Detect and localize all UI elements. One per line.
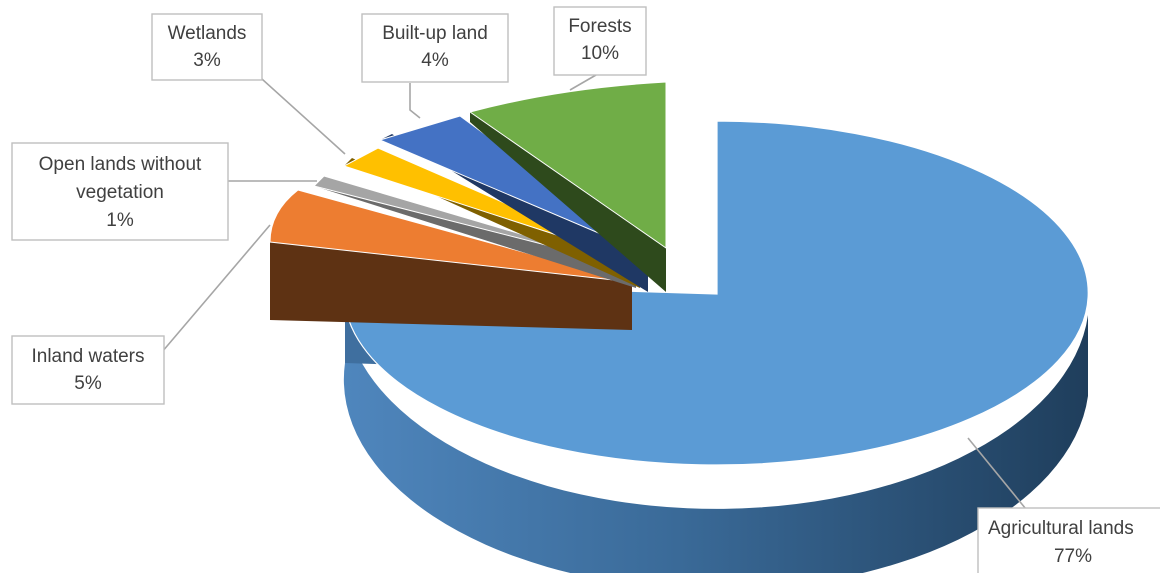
- data-label-forests-value: 10%: [581, 43, 619, 64]
- slice-forests-side: [470, 112, 666, 292]
- data-label-open-lands-line1: Open lands without: [39, 154, 202, 175]
- leader-line-built-up-land: [409, 83, 421, 119]
- data-label-built-up-land-name: Built-up land: [382, 23, 488, 44]
- leader-line-inland-waters: [161, 224, 271, 353]
- data-label-forests: Forests 10%: [553, 6, 647, 76]
- data-label-agricultural-lands-value: 77%: [1054, 546, 1092, 567]
- leader-line-forests: [569, 74, 597, 91]
- slice-forests: [468, 81, 667, 292]
- data-label-inland-waters-name: Inland waters: [31, 346, 144, 367]
- slice-inland-waters-top: [269, 189, 633, 283]
- data-label-open-lands-line2: vegetation: [76, 182, 164, 203]
- slice-inland-waters-side: [270, 242, 632, 330]
- data-label-agricultural-lands-name: Agricultural lands: [988, 518, 1134, 539]
- data-label-open-lands-value: 1%: [106, 210, 134, 231]
- slice-open-lands-side: [314, 186, 636, 288]
- slice-inland-waters: [269, 189, 633, 330]
- data-label-built-up-land-value: 4%: [421, 50, 449, 71]
- data-label-inland-waters: Inland waters 5%: [11, 335, 165, 405]
- leader-line-wetlands: [214, 78, 346, 155]
- data-label-open-lands: Open lands without vegetation 1%: [11, 142, 229, 241]
- slice-forests-top: [468, 81, 667, 249]
- data-label-forests-name: Forests: [568, 16, 631, 37]
- slice-agricultural-lands-side: [343, 282, 1088, 573]
- data-label-wetlands: Wetlands 3%: [151, 13, 263, 81]
- leader-line-agricultural-lands: [967, 437, 1031, 515]
- data-label-inland-waters-value: 5%: [74, 373, 102, 394]
- data-label-built-up-land: Built-up land 4%: [361, 13, 509, 83]
- data-label-agricultural-lands: Agricultural lands 77%: [977, 507, 1160, 573]
- data-label-wetlands-name: Wetlands: [168, 23, 247, 44]
- data-label-wetlands-value: 3%: [193, 50, 221, 71]
- slice-agricultural-lands-top: [343, 120, 1089, 466]
